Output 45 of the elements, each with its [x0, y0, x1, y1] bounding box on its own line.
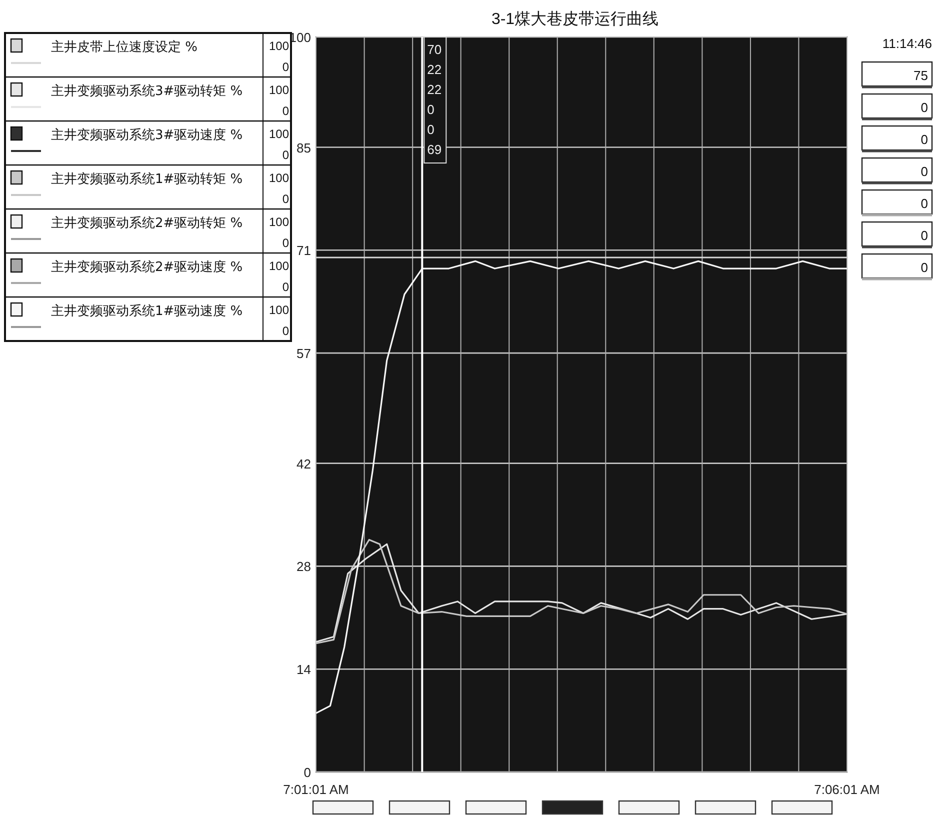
text: 0 — [282, 324, 289, 338]
legend-label: 主井变频驱动系统1#驱动速度 % — [51, 303, 243, 319]
annotation: 70 — [427, 42, 442, 57]
y-tick-label: 28 — [296, 559, 311, 574]
legend-label: 主井变频驱动系统3#驱动转矩 % — [51, 83, 243, 99]
text: 11:14:46 — [882, 36, 932, 51]
x-tick-label: 7:01:01 AM — [283, 782, 349, 797]
text: 0 — [282, 60, 289, 74]
annotation: 69 — [427, 142, 442, 157]
legend-label: 主井变频驱动系统1#驱动转矩 % — [51, 171, 243, 187]
legend-label: 主井皮带上位速度设定 % — [51, 39, 198, 55]
text: 0 — [920, 164, 928, 179]
y-tick-label: 85 — [296, 140, 311, 156]
text: 0 — [920, 196, 928, 211]
text: 0 — [920, 228, 928, 243]
annotation: 22 — [427, 82, 442, 97]
text: 100 — [268, 83, 289, 97]
text: 0 — [282, 148, 289, 162]
annotation: 22 — [427, 62, 442, 77]
legend-label: 主井变频驱动系统2#驱动转矩 % — [51, 215, 243, 231]
legend-label: 主井变频驱动系统3#驱动速度 % — [51, 127, 243, 143]
text: 100 — [268, 39, 289, 53]
text: 0 — [920, 132, 928, 147]
text: 100 — [268, 171, 289, 185]
text: 100 — [268, 303, 289, 317]
text: 100 — [268, 215, 289, 229]
text: 100 — [268, 127, 289, 141]
text: 0 — [282, 280, 289, 294]
y-tick-label: 57 — [296, 346, 311, 362]
annotation: 0 — [427, 102, 434, 117]
text: 100 — [268, 259, 289, 273]
text: 0 — [920, 260, 928, 275]
x-tick-label: 7:06:01 AM — [814, 782, 880, 797]
y-tick-label: 0 — [304, 765, 311, 780]
y-tick-label: 42 — [296, 456, 311, 472]
text: 0 — [282, 236, 289, 250]
text: 0 — [920, 100, 928, 115]
text: 75 — [914, 68, 928, 83]
y-tick-label: 14 — [296, 662, 311, 678]
chart-title: 3-1煤大巷皮带运行曲线 — [491, 10, 659, 28]
y-tick-label: 71 — [296, 243, 311, 258]
text: 0 — [282, 104, 289, 118]
annotation: 0 — [427, 122, 434, 137]
legend-label: 主井变频驱动系统2#驱动速度 % — [51, 259, 243, 275]
text: 0 — [282, 192, 289, 206]
